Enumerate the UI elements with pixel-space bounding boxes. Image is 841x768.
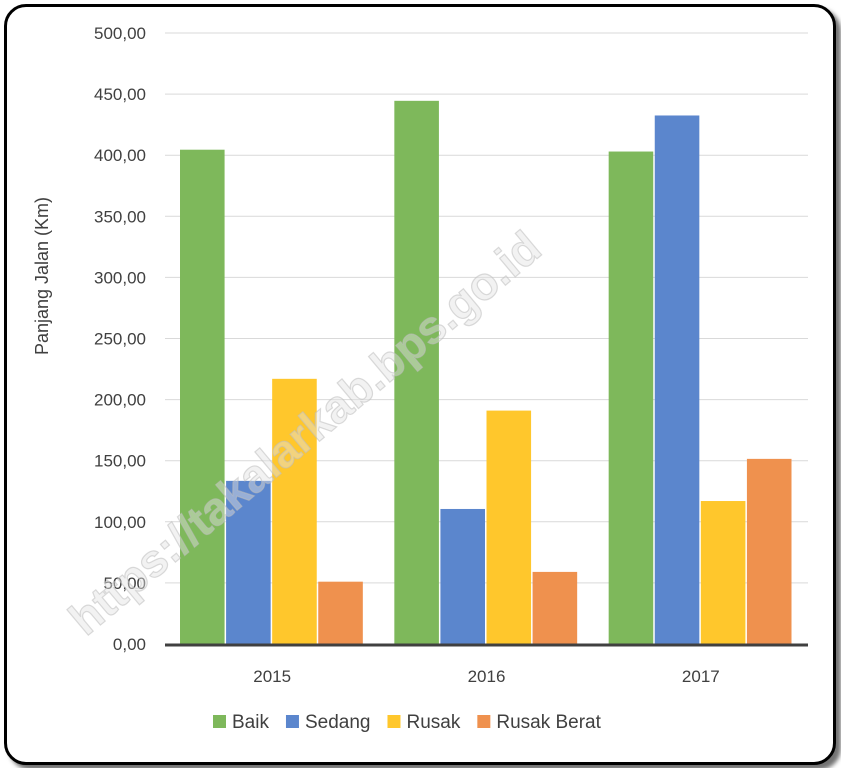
legend-swatch bbox=[213, 715, 226, 728]
y-tick-label: 200,00 bbox=[94, 391, 146, 410]
y-tick-label: 0,00 bbox=[113, 635, 146, 654]
bar-sedang-2016 bbox=[440, 508, 485, 644]
y-tick-label: 100,00 bbox=[94, 513, 146, 532]
y-tick-label: 250,00 bbox=[94, 330, 146, 349]
x-axis-ticks: 2015 2016 2017 bbox=[253, 667, 719, 686]
bar-rusak-2017 bbox=[700, 501, 746, 644]
legend-swatch bbox=[477, 715, 491, 728]
x-tick-label: 2016 bbox=[468, 667, 506, 686]
bar-rusak-berat-2017 bbox=[746, 458, 792, 644]
y-tick-label: 450,00 bbox=[94, 85, 146, 104]
bars bbox=[180, 100, 792, 645]
y-tick-label: 150,00 bbox=[94, 452, 146, 471]
x-tick-label: 2015 bbox=[253, 667, 291, 686]
bar-baik-2015 bbox=[180, 149, 225, 645]
y-axis-label: Panjang Jalan (Km) bbox=[32, 197, 52, 355]
x-tick-label: 2017 bbox=[682, 667, 720, 686]
legend-swatch bbox=[387, 715, 401, 728]
legend-entry: Baik bbox=[232, 712, 269, 733]
y-tick-label: 400,00 bbox=[94, 146, 146, 165]
bar-baik-2017 bbox=[608, 151, 654, 644]
legend-entry: Rusak Berat bbox=[496, 712, 601, 733]
bar-rusak-2016 bbox=[486, 410, 532, 644]
bar-baik-2016 bbox=[394, 100, 439, 645]
y-tick-label: 300,00 bbox=[94, 268, 146, 287]
bar-rusak-2015 bbox=[272, 378, 317, 644]
bar-rusak-berat-2015 bbox=[318, 581, 363, 644]
y-tick-label: 500,00 bbox=[94, 24, 146, 43]
bar-sedang-2015 bbox=[226, 480, 271, 644]
bar-rusak-berat-2016 bbox=[532, 571, 578, 644]
y-tick-label: 350,00 bbox=[94, 207, 146, 226]
y-tick-label: 50,00 bbox=[103, 574, 146, 593]
bar-sedang-2017 bbox=[654, 115, 700, 645]
legend-swatch bbox=[285, 715, 299, 728]
y-axis-ticks: 0,00 50,00 100,00 150,00 200,00 250,00 300,00 3… bbox=[94, 24, 146, 654]
legend-entry: Rusak bbox=[406, 712, 460, 733]
legend-entry: Sedang bbox=[305, 712, 371, 733]
legend: Baik Sedang Rusak Rusak Berat bbox=[213, 712, 602, 733]
